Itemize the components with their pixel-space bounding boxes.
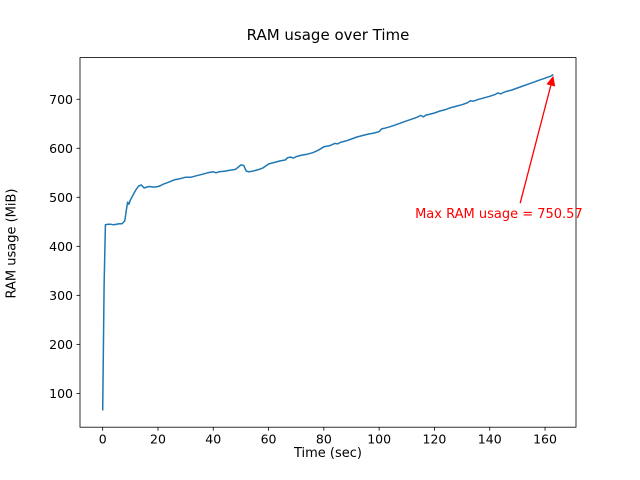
y-tick-label: 100 (49, 386, 73, 401)
x-axis-label: Time (sec) (293, 446, 362, 461)
x-tick-label: 120 (423, 432, 447, 447)
x-tick-label: 0 (99, 432, 107, 447)
annotation-arrowhead (546, 75, 556, 87)
x-tick-label: 100 (367, 432, 391, 447)
y-tick-label: 600 (49, 141, 73, 156)
x-tick-label: 160 (533, 432, 557, 447)
y-tick-label: 500 (49, 190, 73, 205)
x-tick-label: 80 (316, 432, 332, 447)
y-tick-label: 700 (49, 92, 73, 107)
chart-title: RAM usage over Time (246, 26, 410, 44)
y-axis-label: RAM usage (MiB) (4, 188, 20, 299)
y-tick-label: 400 (49, 239, 73, 254)
ram-usage-line (101, 73, 554, 411)
x-tick-label: 20 (150, 432, 166, 447)
annotation-text: Max RAM usage = 750.57 (415, 206, 583, 222)
x-tick-label: 60 (261, 432, 277, 447)
x-tick-label: 140 (478, 432, 502, 447)
axes-frame (79, 57, 577, 428)
y-tick-label: 300 (49, 288, 73, 303)
annotation-arrow (519, 85, 552, 204)
x-tick-label: 40 (205, 432, 221, 447)
y-tick-label: 200 (49, 337, 73, 352)
